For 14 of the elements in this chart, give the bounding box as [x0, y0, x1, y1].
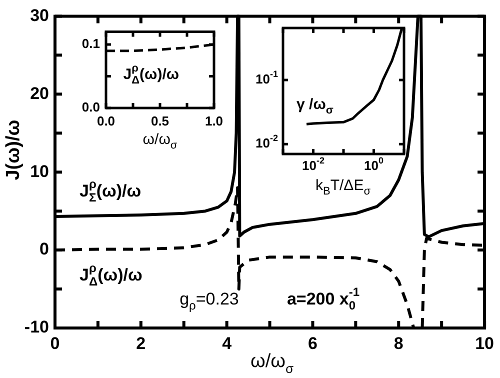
y-tick-label: 0.1: [82, 36, 100, 52]
x-tick-label: 1.0: [204, 113, 224, 128]
x-tick-label: 0.5: [150, 113, 170, 128]
y-axis-title: J(ω)/ω: [3, 120, 24, 180]
x-tick-label: 2: [136, 334, 146, 353]
x-tick-label: 8: [394, 334, 404, 353]
y-tick-label: -10: [24, 318, 49, 337]
y-tick-label: 30: [30, 6, 49, 25]
x-tick-label: 6: [308, 334, 318, 353]
x-tick-label: 4: [222, 334, 232, 353]
x-tick-label: 0.0: [96, 113, 116, 128]
x-tick-label: 10: [475, 334, 494, 353]
y-tick-label: 20: [30, 84, 49, 103]
y-tick-label: 0: [40, 240, 49, 259]
